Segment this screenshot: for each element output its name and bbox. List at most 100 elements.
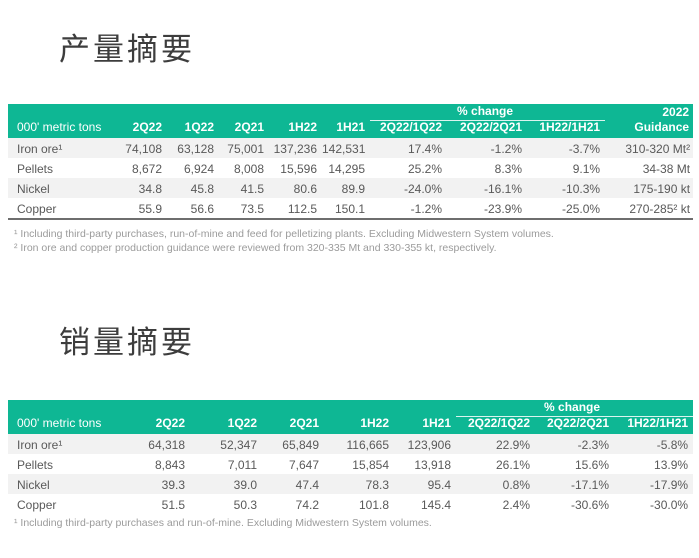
column-header: 2Q22/1Q22 bbox=[370, 120, 448, 138]
cell: 2.4% bbox=[502, 497, 531, 512]
cell: 8.3% bbox=[494, 161, 523, 176]
column-header: 2Q21 bbox=[262, 416, 324, 434]
cell: 47.4 bbox=[295, 477, 319, 492]
cell: 45.8 bbox=[190, 181, 214, 196]
cell: 6,924 bbox=[183, 161, 214, 176]
row-label: Iron ore¹ bbox=[17, 437, 63, 452]
cell: 52,347 bbox=[220, 437, 257, 452]
row-label: Pellets bbox=[17, 457, 54, 472]
column-header: 1H21 bbox=[322, 120, 371, 138]
column-header: 2Q22 bbox=[128, 416, 190, 434]
cell: 56.6 bbox=[167, 198, 219, 220]
cell: 39.3 bbox=[161, 477, 185, 492]
cell: 123,906 bbox=[407, 437, 452, 452]
row-label: Copper bbox=[8, 198, 111, 220]
cell: 75,001 bbox=[227, 141, 264, 156]
header-spacer bbox=[8, 400, 457, 417]
pct-change-group-header: % change bbox=[456, 400, 694, 417]
guidance-column-header: Guidance bbox=[605, 120, 694, 138]
cell: 25.2% bbox=[408, 161, 443, 176]
header-spacer bbox=[8, 104, 371, 121]
cell: -16.1% bbox=[484, 181, 523, 196]
guidance-cell: 270-285² kt bbox=[605, 198, 694, 220]
cell: 78.3 bbox=[365, 477, 389, 492]
pct-change-group-header: % change bbox=[370, 104, 606, 121]
cell: -3.7% bbox=[568, 141, 601, 156]
column-header: 1H22/1H21 bbox=[614, 416, 694, 434]
cell: 150.1 bbox=[322, 198, 371, 220]
table-row: Nickel 34.8 45.8 41.5 80.6 89.9 -24.0% -… bbox=[8, 178, 694, 198]
cell: 22.9% bbox=[496, 437, 531, 452]
cell: 41.5 bbox=[240, 181, 264, 196]
column-header: 2Q22/1Q22 bbox=[456, 416, 536, 434]
column-header: 1Q22 bbox=[190, 416, 262, 434]
cell: 101.8 bbox=[358, 497, 389, 512]
cell: -1.2% bbox=[490, 141, 523, 156]
cell: 64,318 bbox=[148, 437, 185, 452]
table-row: Copper 55.9 56.6 73.5 112.5 150.1 -1.2% … bbox=[8, 198, 694, 220]
cell: 34.8 bbox=[138, 181, 162, 196]
table-row: Pellets 8,672 6,924 8,008 15,596 14,295 … bbox=[8, 158, 693, 178]
unit-label: 000' metric tons bbox=[8, 416, 128, 434]
production-table-header: % change 2022 000' metric tons 2Q22 1Q22… bbox=[8, 104, 694, 138]
guidance-cell: 175-190 kt bbox=[633, 181, 691, 196]
table-row: Copper 51.5 50.3 74.2 101.8 145.4 2.4% -… bbox=[8, 494, 693, 514]
cell: -10.3% bbox=[562, 181, 601, 196]
column-header: 1H21 bbox=[394, 416, 457, 434]
cell: 137,236 bbox=[273, 141, 317, 156]
cell: -1.2% bbox=[370, 198, 448, 220]
footnote: ¹ Including third-party purchases and ru… bbox=[14, 517, 432, 529]
cell: 15,596 bbox=[280, 161, 317, 176]
cell: 0.8% bbox=[502, 477, 531, 492]
cell: 8,008 bbox=[233, 161, 264, 176]
column-header: 2Q21 bbox=[219, 120, 269, 138]
cell: 51.5 bbox=[161, 497, 185, 512]
cell: -25.0% bbox=[527, 198, 606, 220]
cell: 26.1% bbox=[496, 457, 531, 472]
cell: 17.4% bbox=[408, 141, 443, 156]
guidance-year-header: 2022 bbox=[605, 104, 694, 121]
unit-label: 000' metric tons bbox=[8, 120, 111, 138]
table-row: Iron ore¹ 74,108 63,128 75,001 137,236 1… bbox=[8, 138, 694, 158]
sales-table-header: % change 000' metric tons 2Q22 1Q22 2Q21… bbox=[8, 400, 694, 434]
row-label: Pellets bbox=[17, 161, 54, 176]
production-summary-table: % change 2022 000' metric tons 2Q22 1Q22… bbox=[8, 104, 694, 220]
cell: 80.6 bbox=[293, 181, 317, 196]
cell: 73.5 bbox=[219, 198, 269, 220]
cell: 74.2 bbox=[295, 497, 319, 512]
sales-summary-title: 销量摘要 bbox=[59, 325, 195, 360]
row-label: Copper bbox=[17, 497, 57, 512]
cell: 145.4 bbox=[421, 497, 452, 512]
cell: 13,918 bbox=[414, 457, 452, 472]
cell: 8,843 bbox=[154, 457, 185, 472]
row-label: Iron ore¹ bbox=[17, 141, 63, 156]
cell: 7,647 bbox=[288, 457, 319, 472]
row-label: Nickel bbox=[17, 181, 50, 196]
cell: 116,665 bbox=[346, 437, 390, 452]
cell: 65,849 bbox=[282, 437, 319, 452]
sales-summary-table: % change 000' metric tons 2Q22 1Q22 2Q21… bbox=[8, 400, 694, 514]
cell: -2.3% bbox=[577, 437, 610, 452]
cell: 15,854 bbox=[352, 457, 389, 472]
cell: 8,672 bbox=[131, 161, 162, 176]
column-header: 1H22 bbox=[269, 120, 322, 138]
cell: 50.3 bbox=[233, 497, 257, 512]
cell: 74,108 bbox=[125, 141, 162, 156]
cell: 15.6% bbox=[575, 457, 610, 472]
cell: 142,531 bbox=[322, 141, 366, 156]
cell: -30.6% bbox=[571, 497, 610, 512]
table-row: Iron ore¹ 64,318 52,347 65,849 116,665 1… bbox=[8, 434, 694, 454]
column-header: 2Q22/2Q21 bbox=[447, 120, 528, 138]
table-row: Pellets 8,843 7,011 7,647 15,854 13,918 … bbox=[8, 454, 693, 474]
footnote: ¹ Including third-party purchases, run-o… bbox=[14, 228, 554, 240]
guidance-cell: 34-38 Mt bbox=[642, 161, 691, 176]
cell: 9.1% bbox=[572, 161, 601, 176]
column-header: 2Q22 bbox=[111, 120, 167, 138]
table-row: Nickel 39.3 39.0 47.4 78.3 95.4 0.8% -17… bbox=[8, 474, 694, 494]
sales-footnotes: ¹ Including third-party purchases and ru… bbox=[14, 517, 432, 531]
production-footnotes: ¹ Including third-party purchases, run-o… bbox=[14, 228, 554, 255]
cell: 55.9 bbox=[111, 198, 167, 220]
cell: 39.0 bbox=[233, 477, 257, 492]
cell: -5.8% bbox=[656, 437, 689, 452]
